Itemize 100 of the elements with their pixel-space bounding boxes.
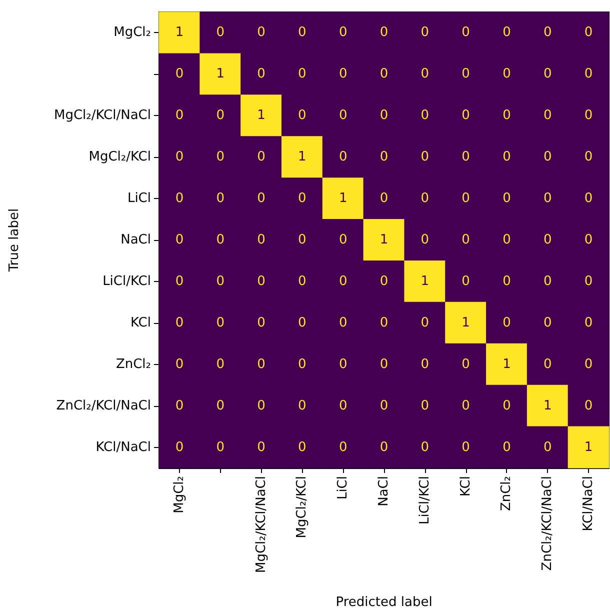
data-label: 0 bbox=[298, 66, 306, 82]
data-label: 1 bbox=[216, 66, 225, 82]
data-label: 0 bbox=[380, 315, 388, 330]
data-label: 0 bbox=[216, 398, 225, 414]
data-label: 0 bbox=[257, 356, 266, 372]
data-label: 0 bbox=[502, 191, 511, 206]
x-tick-label: ZnCl₂/KCl/NaCl bbox=[540, 476, 556, 571]
data-label: 0 bbox=[420, 356, 430, 372]
data-label: 0 bbox=[420, 25, 430, 40]
data-label: 0 bbox=[584, 232, 593, 248]
data-label: 0 bbox=[216, 191, 225, 206]
y-tick-label: MgCl₂ bbox=[114, 25, 151, 40]
data-label: 0 bbox=[584, 150, 593, 165]
data-label: 0 bbox=[420, 66, 430, 82]
x-tick-label: MgCl₂/KCl bbox=[294, 476, 310, 538]
data-label: 0 bbox=[543, 25, 552, 40]
y-tick-label: KCl/NaCl bbox=[96, 440, 151, 455]
x-tick-label: LiCl bbox=[336, 476, 351, 500]
y-tick-label: NaCl bbox=[120, 232, 151, 248]
data-label: 0 bbox=[420, 150, 430, 165]
data-label: 0 bbox=[584, 25, 593, 40]
data-label: 0 bbox=[584, 191, 593, 206]
data-label: 0 bbox=[543, 232, 552, 248]
data-label: 0 bbox=[338, 66, 348, 82]
data-label: 0 bbox=[216, 25, 225, 40]
data-label: 0 bbox=[298, 108, 306, 124]
data-label: 0 bbox=[175, 398, 184, 414]
data-label: 1 bbox=[420, 274, 430, 289]
x-tick-label: MgCl₂/KCl/NaCl bbox=[254, 476, 269, 574]
data-label: 0 bbox=[216, 356, 225, 372]
data-label: 0 bbox=[502, 440, 511, 455]
y-tick-label: KCl bbox=[130, 315, 151, 330]
data-label: 0 bbox=[338, 150, 348, 165]
data-label: 0 bbox=[175, 440, 184, 455]
data-label: 0 bbox=[543, 150, 552, 165]
y-axis-title: True label bbox=[7, 208, 22, 273]
data-label: 0 bbox=[257, 232, 266, 248]
data-label: 0 bbox=[380, 25, 388, 40]
data-label: 0 bbox=[462, 150, 470, 165]
data-label: 0 bbox=[338, 356, 348, 372]
data-label: 0 bbox=[543, 356, 552, 372]
data-label: 0 bbox=[216, 232, 225, 248]
data-label: 0 bbox=[502, 25, 511, 40]
data-label: 0 bbox=[216, 274, 225, 289]
data-label: 0 bbox=[338, 440, 348, 455]
x-tick-label: MgCl₂ bbox=[172, 476, 187, 514]
data-label: 0 bbox=[462, 191, 470, 206]
data-label: 1 bbox=[380, 232, 388, 248]
data-label: 0 bbox=[380, 440, 388, 455]
x-tick-label: KCl bbox=[458, 476, 474, 497]
data-label: 0 bbox=[380, 108, 388, 124]
data-label: 0 bbox=[502, 108, 511, 124]
data-label: 0 bbox=[298, 356, 306, 372]
data-label: 0 bbox=[257, 274, 266, 289]
data-label: 0 bbox=[257, 440, 266, 455]
data-label: 0 bbox=[298, 274, 306, 289]
y-tick-label: LiCl bbox=[127, 191, 151, 206]
data-label: 0 bbox=[543, 440, 552, 455]
x-tick-label: KCl/NaCl bbox=[581, 476, 596, 532]
data-label: 0 bbox=[298, 398, 306, 414]
data-label: 1 bbox=[502, 356, 511, 372]
data-label: 0 bbox=[175, 356, 184, 372]
data-label: 1 bbox=[584, 440, 593, 455]
data-label: 1 bbox=[543, 398, 552, 414]
data-label: 0 bbox=[216, 315, 225, 330]
data-label: 0 bbox=[462, 25, 470, 40]
data-label: 0 bbox=[462, 440, 470, 455]
data-label: 0 bbox=[543, 191, 552, 206]
data-label: 0 bbox=[338, 108, 348, 124]
data-label: 0 bbox=[543, 66, 552, 82]
data-label: 0 bbox=[298, 191, 306, 206]
data-label: 0 bbox=[502, 315, 511, 330]
data-label: 1 bbox=[257, 108, 266, 124]
y-tick-label: MgCl₂/KCl/NaCl bbox=[54, 108, 151, 124]
data-label: 0 bbox=[257, 66, 266, 82]
data-label: 0 bbox=[298, 232, 306, 248]
y-tick-label: MgCl₂/KCl bbox=[88, 150, 151, 165]
data-label: 0 bbox=[175, 315, 184, 330]
x-tick-label: NaCl bbox=[376, 476, 392, 506]
y-tick-label: ZnCl₂/KCl/NaCl bbox=[56, 398, 151, 414]
data-label: 0 bbox=[462, 398, 470, 414]
data-label: 0 bbox=[584, 108, 593, 124]
data-label: 0 bbox=[380, 150, 388, 165]
y-tick-label: LiCl/KCl bbox=[102, 274, 151, 289]
data-label: 0 bbox=[298, 25, 306, 40]
data-label: 0 bbox=[420, 440, 430, 455]
data-label: 0 bbox=[380, 274, 388, 289]
data-label: 0 bbox=[257, 25, 266, 40]
data-label: 0 bbox=[175, 274, 184, 289]
data-label: 0 bbox=[543, 274, 552, 289]
data-label: 0 bbox=[420, 108, 430, 124]
data-label: 0 bbox=[216, 150, 225, 165]
data-label: 0 bbox=[462, 108, 470, 124]
data-label: 0 bbox=[257, 191, 266, 206]
data-label: 0 bbox=[584, 356, 593, 372]
data-label: 0 bbox=[380, 356, 388, 372]
data-label: 0 bbox=[543, 108, 552, 124]
data-label: 0 bbox=[584, 66, 593, 82]
data-label: 0 bbox=[298, 315, 306, 330]
data-label: 0 bbox=[502, 274, 511, 289]
